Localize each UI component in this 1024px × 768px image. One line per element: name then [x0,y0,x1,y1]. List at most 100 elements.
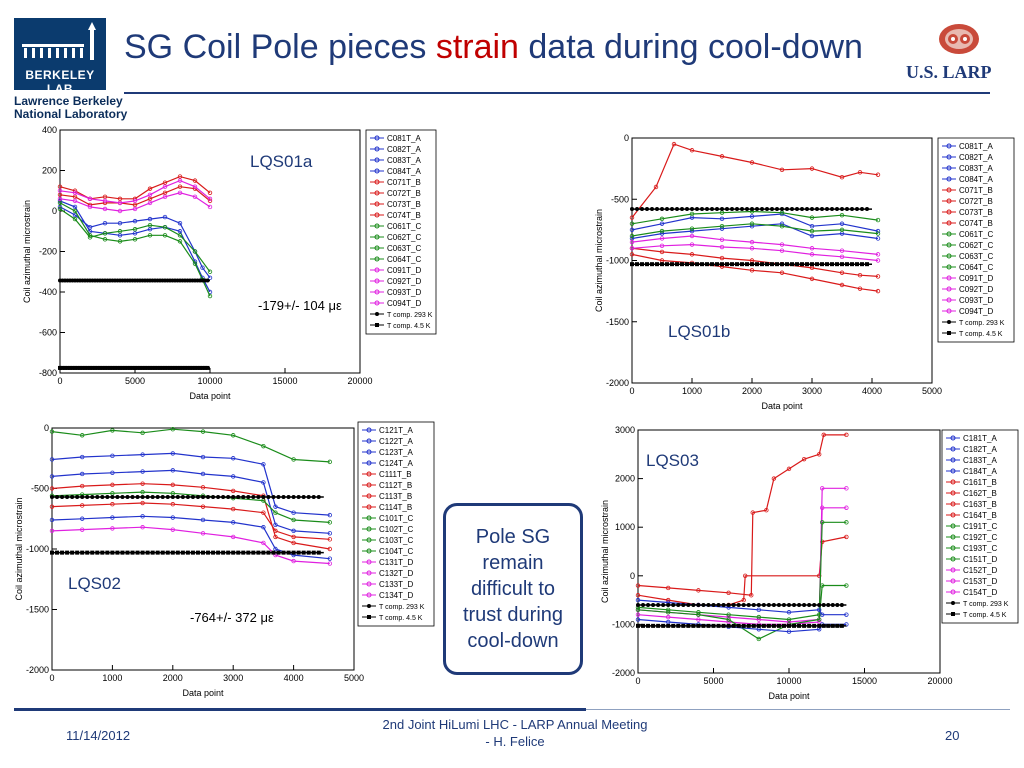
data-point [711,602,716,607]
series-line [631,223,879,237]
data-point [680,207,684,212]
data-point [211,550,216,555]
data-point [162,180,168,185]
data-point [110,502,115,507]
data-point [741,602,746,607]
data-point [90,550,95,555]
data-point [630,207,634,212]
data-point [273,522,278,527]
data-point [143,365,147,370]
plot-frame [51,427,355,671]
footer-rule [14,708,586,711]
data-point [650,207,654,212]
x-tick-label: 20000 [927,676,952,686]
data-point [57,200,63,206]
data-point [776,602,781,607]
legend-marker [946,143,952,149]
data-point [691,623,696,628]
data-point [261,462,266,467]
legend-marker [374,300,380,306]
data-point [746,623,751,628]
data-point [695,207,699,212]
data-point [150,365,155,370]
data-point [665,207,669,212]
data-point [55,494,60,499]
data-point [770,207,774,212]
data-point [291,517,296,523]
x-axis-label: Data point [761,401,803,411]
data-point [256,550,261,555]
data-point [844,486,849,491]
x-axis-label: Data point [768,691,810,701]
data-point [635,207,639,212]
data-point [261,443,266,449]
data-point [696,623,701,628]
data-point [246,550,251,555]
data-point [273,534,278,540]
data-point [75,550,80,555]
series-line [631,213,879,232]
data-point [820,520,825,525]
data-point [780,262,784,267]
legend-entry: C152T_D [963,566,997,575]
data-point [875,288,881,294]
data-point [207,196,213,202]
x-tick-label: 0 [49,673,54,683]
data-point [839,282,845,288]
data-point [706,602,711,607]
berkeley-lab-logo [14,18,106,90]
legend-marker [374,179,380,185]
legend-entry: C122T_A [379,437,413,446]
data-point [865,207,869,212]
y-axis-label: Coil azimuthal microstrain [14,497,24,600]
data-point [105,494,110,499]
data-point [57,188,63,193]
data-point [779,223,785,229]
data-point [115,550,120,555]
legend-entry: T comp. 293 K [387,312,433,319]
data-point [128,365,132,370]
data-point [193,365,197,370]
data-point [93,365,97,370]
x-tick-label: 1000 [682,386,702,396]
data-point [839,602,844,607]
data-point [120,365,125,370]
data-point [117,233,123,238]
data-point [645,262,649,267]
series-line [51,469,330,534]
legend-marker [366,482,372,488]
data-point [226,494,231,499]
x-tick-label: 4000 [284,673,304,683]
y-tick-label: -1500 [606,317,629,327]
data-point [630,262,634,267]
x-tick-label: 0 [629,386,634,396]
data-point [117,239,123,244]
data-point [72,194,78,200]
data-point [49,528,55,534]
data-point [792,623,797,628]
data-point [731,602,736,607]
data-point [177,220,183,226]
data-point [710,207,714,212]
data-point [797,623,802,628]
data-point [155,550,160,555]
data-point [629,246,635,251]
data-point [780,207,784,212]
y-tick-label: 3000 [615,425,635,435]
legend-marker [946,231,952,237]
data-point [125,550,130,555]
data-point [839,212,845,218]
data-point [765,262,769,267]
data-point [740,262,744,267]
data-point [719,223,725,229]
data-point [273,528,278,534]
data-point [725,207,729,212]
data-point [177,233,183,238]
data-point [241,550,246,555]
data-point [72,208,78,214]
data-point [200,485,206,490]
data-point [132,218,138,224]
data-point [261,550,266,555]
data-point [726,623,731,628]
legend-entry: C101T_C [379,514,413,523]
